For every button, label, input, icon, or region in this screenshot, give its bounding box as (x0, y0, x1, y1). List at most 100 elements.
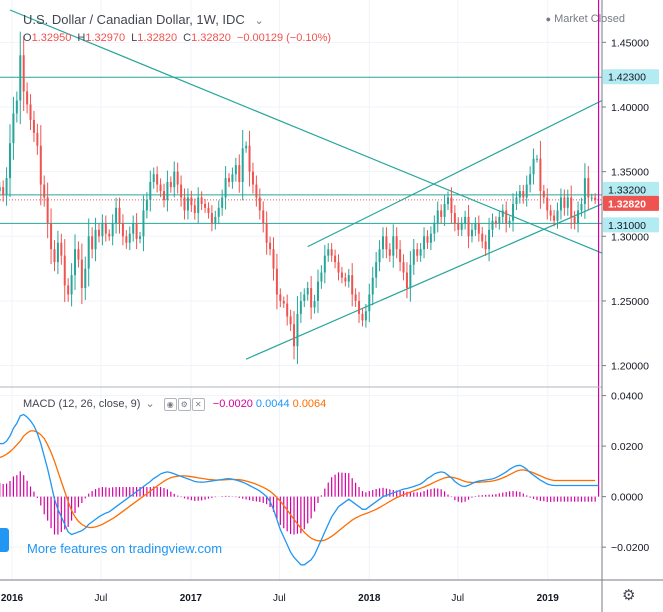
candle-body (282, 300, 285, 304)
candle-body (488, 229, 491, 250)
candle-body (583, 178, 586, 204)
candle-body (255, 184, 258, 198)
candle-body (269, 242, 272, 250)
candle-body (166, 181, 169, 201)
market-status: ● Market Closed (546, 13, 625, 25)
trend-lines[interactable] (9, 9, 603, 360)
candle-body (347, 275, 350, 282)
ohlc-legend: O1.32950 H1.32970 L1.32820 C1.32820 −0.0… (23, 32, 334, 44)
price-label-box (603, 217, 659, 233)
candle-body (409, 264, 412, 289)
signal-value: 0.0064 (292, 398, 327, 410)
candle-body (87, 236, 90, 269)
status-dot-icon: ● (545, 14, 552, 24)
candle-body (460, 223, 463, 230)
candle-body (484, 241, 487, 250)
candle-body (183, 197, 186, 211)
macd-y-tick-label: 0.0200 (611, 441, 643, 453)
candle-body (53, 249, 56, 263)
chevron-down-icon[interactable]: ⌄ (254, 15, 264, 27)
candle-body (156, 174, 159, 185)
macd-hist-value: −0.0020 (212, 398, 253, 410)
candle-body (525, 184, 528, 198)
candle-body (293, 324, 296, 347)
symbol-title[interactable]: U.S. Dollar / Canadian Dollar, 1W, IDC ⌄ (23, 12, 264, 27)
candle-body (248, 145, 251, 172)
candle-body (546, 197, 549, 211)
candle-body (364, 311, 367, 321)
candle-body (405, 272, 408, 289)
candle-body (97, 229, 100, 237)
macd-y-tick-label: −0.0200 (611, 542, 649, 554)
x-tick-label: 2016 (1, 593, 24, 604)
candle-body (94, 229, 97, 250)
candle-body (36, 132, 39, 146)
horizontal-lines[interactable] (0, 76, 602, 224)
grid-lines (0, 0, 602, 580)
candle-body (508, 220, 511, 224)
candle-body (518, 191, 521, 198)
candle-body (340, 272, 343, 278)
chevron-down-icon[interactable]: ⌄ (145, 398, 155, 410)
o-label: O (23, 32, 32, 44)
candle-body (385, 236, 388, 250)
candle-body (214, 216, 217, 224)
eye-icon[interactable]: ◉ (163, 397, 177, 411)
candle-body (388, 249, 391, 256)
promo-link[interactable]: More features on tradingview.com (27, 541, 223, 556)
candle-body (358, 300, 361, 314)
candle-body (375, 262, 378, 278)
side-panel-tab[interactable] (0, 528, 9, 552)
y-tick-label: 1.20000 (611, 361, 649, 373)
macd-value: 0.0044 (255, 398, 290, 410)
candle-body (313, 300, 316, 308)
gear-icon[interactable]: ⚙ (177, 397, 191, 411)
market-status-text: Market Closed (554, 13, 625, 25)
symbol-title-text: U.S. Dollar / Canadian Dollar, 1W, IDC (23, 12, 245, 27)
candle-body (542, 191, 545, 198)
candle-body (135, 223, 138, 239)
candle-body (234, 165, 237, 175)
candle-body (91, 236, 94, 250)
candle-body (149, 181, 152, 201)
candle-body (553, 215, 556, 221)
candle-body (532, 158, 535, 175)
y-tick-label: 1.45000 (611, 37, 649, 49)
low-value: 1.32820 (137, 32, 178, 44)
candle-body (228, 178, 231, 182)
candle-body (306, 288, 309, 295)
candle-body (419, 249, 422, 256)
price-label-box (603, 195, 659, 211)
candle-body (580, 203, 583, 211)
candle-body (323, 255, 326, 273)
trend-line (245, 203, 603, 360)
candle-body (210, 213, 213, 224)
candle-body (440, 210, 443, 217)
candle-body (426, 236, 429, 243)
candle-body (299, 300, 302, 314)
y-tick-label: 1.40000 (611, 102, 649, 114)
candle-body (262, 210, 265, 224)
candle-body (190, 197, 193, 206)
candle-body (56, 242, 59, 263)
candle-body (498, 216, 501, 224)
candle-body (563, 197, 566, 208)
candle-body (84, 268, 87, 289)
candle-body (330, 249, 333, 256)
candle-body (207, 207, 210, 214)
macd-title[interactable]: MACD (12, 26, close, 9) (23, 398, 141, 410)
settings-gear-icon[interactable]: ⚙ (622, 587, 636, 604)
signal-line (0, 430, 596, 542)
candle-body (361, 313, 364, 321)
candle-body (412, 249, 415, 265)
close-icon[interactable]: ✕ (191, 397, 205, 411)
candle-body (46, 197, 49, 224)
candle-body (443, 203, 446, 217)
price-labels: 1.42300 1.33200 1.32820 1.31000 (603, 69, 659, 233)
candle-body (535, 158, 538, 160)
y-tick-label: 1.30000 (611, 231, 649, 243)
candle-body (9, 143, 11, 179)
candle-body (80, 259, 83, 289)
